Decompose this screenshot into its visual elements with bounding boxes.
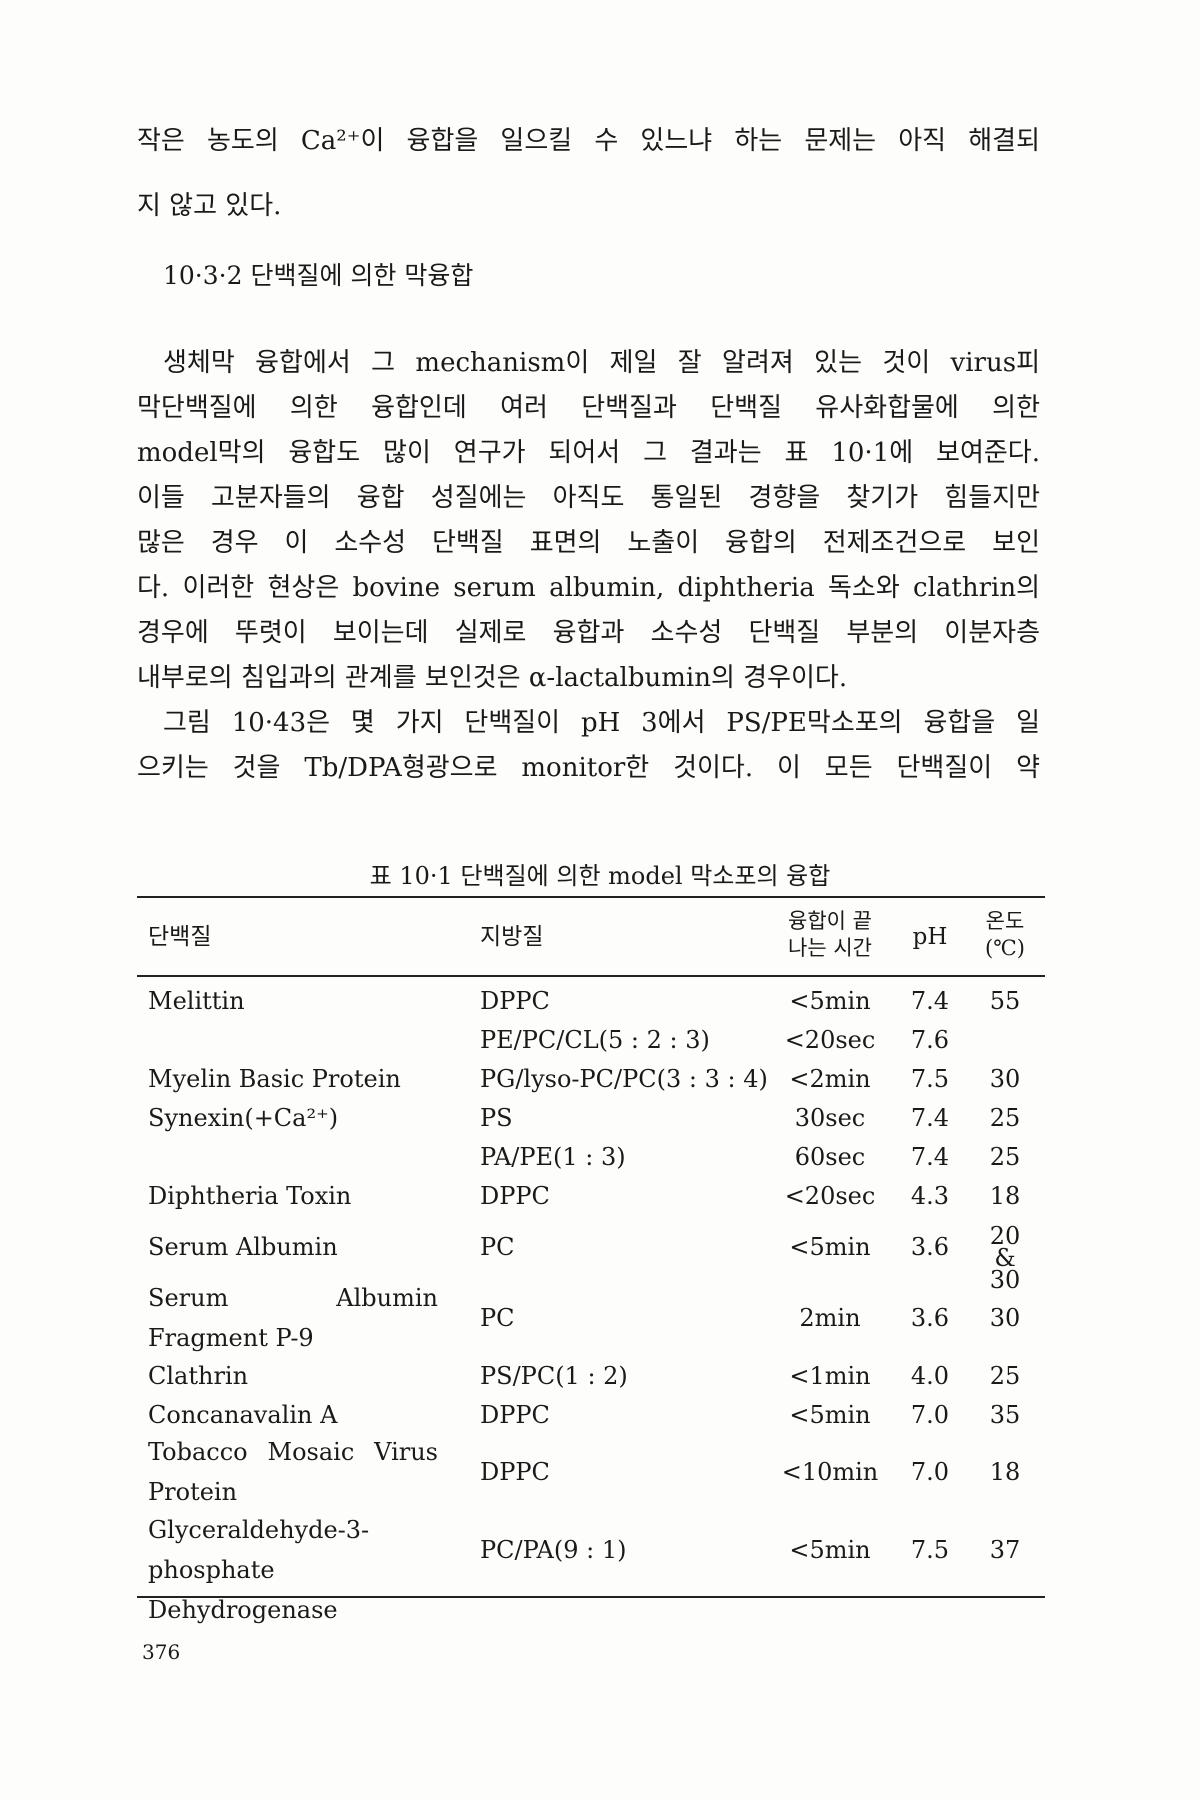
cell-protein: Serum Albumin bbox=[148, 1233, 338, 1261]
cell-ph: 7.5 bbox=[910, 1536, 950, 1564]
header-time-2: 나는 시간 bbox=[788, 936, 872, 960]
cell-time: <10min bbox=[781, 1458, 879, 1486]
body-line: 내부로의 침입과의 관계를 보인것은 α-lactalbumin의 경우이다. bbox=[137, 663, 848, 693]
cell-ph: 4.0 bbox=[910, 1362, 950, 1390]
cell-protein: Concanavalin A bbox=[148, 1401, 338, 1429]
header-lipid: 지방질 bbox=[480, 924, 544, 950]
body-line: 이들 고분자들의 융합 성질에는 아직도 통일된 경향을 찾기가 힘들지만 bbox=[137, 483, 1040, 513]
cell-protein: Tobacco Mosaic Virus Protein bbox=[148, 1438, 438, 1506]
cell-lipid: PG/lyso-PC/PC(3 : 3 : 4) bbox=[480, 1065, 768, 1093]
cell-ph: 3.6 bbox=[910, 1233, 950, 1261]
header-ph: pH bbox=[912, 924, 948, 950]
section-heading: 10·3·2 단백질에 의한 막융합 bbox=[163, 261, 474, 290]
cell-time: <20sec bbox=[784, 1026, 876, 1054]
cell-lipid: PA/PE(1 : 3) bbox=[480, 1143, 626, 1171]
cell-temp: 35 bbox=[989, 1401, 1021, 1429]
cell-temp: 37 bbox=[989, 1536, 1021, 1564]
cell-protein: Clathrin bbox=[148, 1362, 249, 1390]
cell-protein: Melittin bbox=[148, 987, 245, 1015]
cell-lipid: PS/PC(1 : 2) bbox=[480, 1362, 628, 1390]
page-number: 376 bbox=[142, 1640, 181, 1664]
cell-ph: 7.5 bbox=[910, 1065, 950, 1093]
cell-ph: 7.4 bbox=[910, 987, 950, 1015]
table-caption: 표 10·1 단백질에 의한 model 막소포의 융합 bbox=[369, 862, 831, 890]
cell-temp: 55 bbox=[989, 987, 1021, 1015]
cell-ph: 7.6 bbox=[910, 1026, 950, 1054]
cell-lipid: PE/PC/CL(5 : 2 : 3) bbox=[480, 1026, 710, 1054]
cell-protein: Serum Albumin Fragment P-9 bbox=[148, 1284, 438, 1352]
cell-time: 2min bbox=[799, 1304, 861, 1332]
cell-temp: 25 bbox=[989, 1104, 1021, 1132]
body-line: 생체막 융합에서 그 mechanism이 제일 잘 알려져 있는 것이 vir… bbox=[163, 348, 1040, 378]
header-temp-1: 온도 bbox=[985, 909, 1025, 933]
cell-lipid: PC bbox=[480, 1304, 515, 1332]
header-protein: 단백질 bbox=[148, 924, 212, 950]
cell-temp: 25 bbox=[989, 1143, 1021, 1171]
cell-lipid: DPPC bbox=[480, 1401, 550, 1429]
table-top-rule bbox=[137, 896, 1045, 898]
body-line: 다. 이러한 현상은 bovine serum albumin, diphthe… bbox=[137, 573, 1040, 603]
body-line: 막단백질에 의한 융합인데 여러 단백질과 단백질 유사화합물에 의한 bbox=[137, 393, 1040, 423]
cell-time: <5min bbox=[789, 1233, 871, 1261]
cell-ph: 3.6 bbox=[910, 1304, 950, 1332]
header-temp-2: (℃) bbox=[985, 936, 1025, 960]
cell-lipid: PC bbox=[480, 1233, 515, 1261]
cell-lipid: DPPC bbox=[480, 1458, 550, 1486]
cell-time: 30sec bbox=[794, 1104, 866, 1132]
body-line: model막의 융합도 많이 연구가 되어서 그 결과는 표 10·1에 보여준… bbox=[137, 438, 1040, 468]
cell-time: <1min bbox=[789, 1362, 871, 1390]
body-line: 으키는 것을 Tb/DPA형광으로 monitor한 것이다. 이 모든 단백질… bbox=[137, 753, 1040, 783]
cell-time: <20sec bbox=[784, 1182, 876, 1210]
cell-time: <5min bbox=[789, 1401, 871, 1429]
cell-temp: 25 bbox=[989, 1362, 1021, 1390]
cell-lipid: DPPC bbox=[480, 987, 550, 1015]
cell-lipid: PC/PA(9 : 1) bbox=[480, 1536, 627, 1564]
cell-protein: Glyceraldehyde-3-phosphate Dehydrogenase bbox=[148, 1516, 370, 1624]
cell-temp: 18 bbox=[989, 1458, 1021, 1486]
cell-ph: 7.0 bbox=[910, 1401, 950, 1429]
cell-ph: 4.3 bbox=[910, 1182, 950, 1210]
cell-time: <5min bbox=[789, 1536, 871, 1564]
cell-temp: 30 bbox=[989, 1065, 1021, 1093]
cell-protein: Diphtheria Toxin bbox=[148, 1182, 352, 1210]
table-bottom-rule bbox=[137, 1596, 1045, 1598]
body-line: 지 않고 있다. bbox=[137, 191, 282, 221]
cell-lipid: DPPC bbox=[480, 1182, 550, 1210]
cell-ph: 7.4 bbox=[910, 1104, 950, 1132]
body-line: 작은 농도의 Ca²⁺이 융합을 일으킬 수 있느냐 하는 문제는 아직 해결되 bbox=[137, 126, 1040, 156]
header-time-1: 융합이 끝 bbox=[788, 909, 872, 933]
table-header-rule bbox=[137, 975, 1045, 977]
cell-time: 60sec bbox=[794, 1143, 866, 1171]
cell-protein: Synexin(+Ca²⁺) bbox=[148, 1104, 339, 1132]
cell-ph: 7.4 bbox=[910, 1143, 950, 1171]
cell-ph: 7.0 bbox=[910, 1458, 950, 1486]
cell-temp: 20 & 30 bbox=[989, 1222, 1021, 1294]
cell-time: <2min bbox=[789, 1065, 871, 1093]
body-line: 그림 10·43은 몇 가지 단백질이 pH 3에서 PS/PE막소포의 융합을… bbox=[163, 708, 1040, 738]
cell-protein: Myelin Basic Protein bbox=[148, 1065, 401, 1093]
body-line: 경우에 뚜렷이 보이는데 실제로 융합과 소수성 단백질 부분의 이분자층 bbox=[137, 618, 1040, 648]
cell-temp: 18 bbox=[989, 1182, 1021, 1210]
body-line: 많은 경우 이 소수성 단백질 표면의 노출이 융합의 전제조건으로 보인 bbox=[137, 528, 1040, 558]
cell-temp: 30 bbox=[989, 1304, 1021, 1332]
cell-lipid: PS bbox=[480, 1104, 513, 1132]
cell-time: <5min bbox=[789, 987, 871, 1015]
